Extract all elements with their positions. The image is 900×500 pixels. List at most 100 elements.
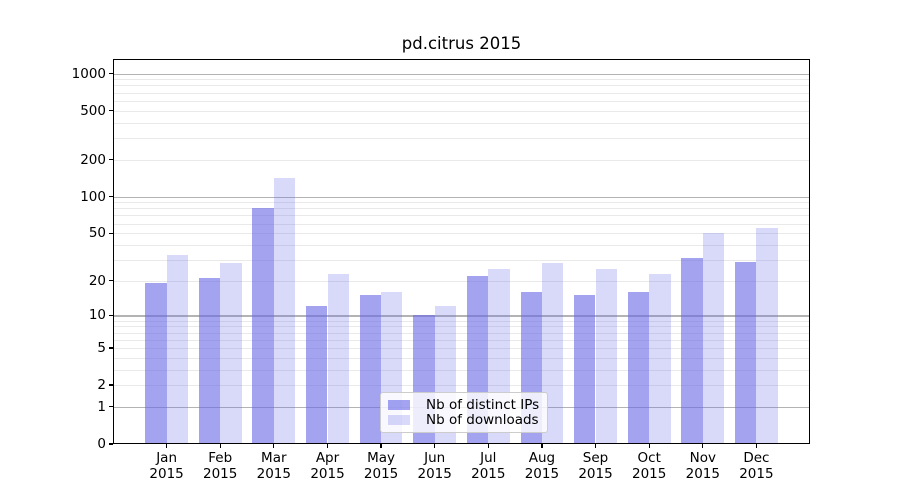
y-tick-mark — [108, 314, 113, 316]
gridline-minor — [113, 137, 810, 139]
x-tick-label: Apr 2015 — [310, 450, 345, 482]
gridline-minor — [113, 208, 810, 210]
x-tick-mark — [648, 444, 650, 448]
legend-swatch-distinct-ips — [388, 400, 410, 410]
gridline-minor — [113, 110, 810, 112]
bar-downloads-oct — [649, 273, 671, 444]
legend-label-distinct-ips: Nb of distinct IPs — [426, 397, 540, 413]
y-tick-label: 0 — [97, 436, 106, 452]
gridline-minor — [113, 320, 810, 322]
x-tick-mark — [755, 444, 757, 448]
bar-downloads-nov — [702, 233, 725, 444]
bar-downloads-jan — [166, 254, 188, 444]
y-tick-mark — [108, 347, 113, 349]
bar-distinct-ips-may — [359, 295, 382, 444]
gridline-minor — [113, 357, 810, 359]
x-tick-label: Jun 2015 — [417, 450, 452, 482]
gridline-minor — [113, 100, 810, 102]
bar-distinct-ips-feb — [198, 278, 221, 444]
y-tick-mark — [108, 406, 113, 408]
bar-downloads-sep — [595, 269, 617, 444]
gridline-minor — [113, 339, 810, 341]
x-tick-mark — [219, 444, 221, 448]
legend-item-distinct-ips: Nb of distinct IPs — [388, 398, 539, 412]
gridline-minor — [113, 122, 810, 124]
bar-downloads-dec — [756, 228, 778, 444]
x-tick-mark — [380, 444, 382, 448]
gridline-minor — [113, 259, 810, 261]
bar-distinct-ips-apr — [306, 306, 328, 444]
gridline-minor — [113, 280, 810, 282]
y-tick-mark — [108, 232, 113, 234]
legend-label-downloads: Nb of downloads — [426, 412, 539, 428]
chart-title: pd.citrus 2015 — [401, 34, 522, 53]
x-tick-label: Oct 2015 — [632, 450, 667, 482]
x-tick-label: Mar 2015 — [256, 450, 291, 482]
gridline-minor — [113, 159, 810, 161]
gridline-minor — [113, 233, 810, 235]
bar-distinct-ips-nov — [681, 258, 703, 444]
gridline-minor — [113, 215, 810, 217]
gridline-minor — [113, 223, 810, 225]
y-tick-label: 10 — [88, 307, 106, 324]
legend-swatch-downloads — [388, 415, 410, 425]
y-tick-label: 200 — [80, 151, 106, 168]
y-tick-label: 20 — [88, 272, 106, 289]
gridline-minor — [113, 332, 810, 334]
y-tick-label: 1000 — [71, 65, 106, 82]
x-tick-label: Jan 2015 — [149, 450, 184, 482]
y-tick-label: 50 — [88, 225, 106, 242]
x-tick-mark — [166, 444, 168, 448]
y-tick-label: 100 — [80, 188, 106, 205]
bar-distinct-ips-dec — [735, 261, 757, 444]
x-tick-label: Jul 2015 — [471, 450, 506, 482]
gridline-major — [113, 315, 810, 317]
gridline-minor — [113, 244, 810, 246]
x-tick-mark — [273, 444, 275, 448]
y-tick-mark — [108, 158, 113, 161]
bar-distinct-ips-sep — [574, 295, 596, 444]
x-tick-mark — [326, 444, 329, 448]
x-tick-label: May 2015 — [363, 450, 399, 482]
x-tick-mark — [702, 444, 704, 448]
gridline-minor — [113, 202, 810, 204]
bar-downloads-mar — [273, 177, 296, 444]
gridline-minor — [113, 385, 810, 387]
legend-item-downloads: Nb of downloads — [388, 413, 539, 427]
gridline-minor — [113, 79, 810, 81]
x-tick-label: Dec 2015 — [739, 450, 774, 482]
gridline-minor — [113, 326, 810, 328]
y-tick-mark — [108, 443, 113, 445]
gridline-major — [113, 196, 810, 198]
gridline-minor — [113, 85, 810, 87]
y-tick-label: 500 — [80, 102, 106, 119]
gridline-minor — [113, 92, 810, 94]
x-tick-mark — [541, 444, 543, 448]
bar-distinct-ips-mar — [252, 208, 274, 444]
x-tick-mark — [594, 444, 597, 448]
y-tick-mark — [108, 72, 113, 75]
y-tick-label: 2 — [97, 377, 106, 394]
y-tick-mark — [108, 280, 113, 282]
y-tick-label: 1 — [97, 398, 106, 415]
bar-downloads-feb — [220, 263, 242, 444]
bar-distinct-ips-jan — [145, 283, 167, 444]
y-tick-mark — [108, 109, 113, 112]
y-tick-mark — [108, 384, 113, 386]
gridline-minor — [113, 369, 810, 371]
bar-distinct-ips-oct — [627, 292, 650, 444]
y-tick-mark — [108, 195, 113, 198]
x-tick-mark — [487, 444, 489, 448]
x-tick-mark — [434, 444, 436, 448]
gridline-minor — [113, 347, 810, 349]
y-tick-label: 5 — [97, 339, 106, 356]
plot-area — [113, 59, 810, 444]
legend: Nb of distinct IPs Nb of downloads — [380, 392, 548, 433]
x-tick-label: Nov 2015 — [685, 450, 720, 482]
x-tick-label: Feb 2015 — [203, 450, 238, 482]
x-tick-label: Sep 2015 — [578, 450, 613, 482]
gridline-major — [113, 73, 810, 75]
bar-downloads-apr — [327, 273, 349, 444]
x-tick-label: Aug 2015 — [524, 450, 560, 482]
